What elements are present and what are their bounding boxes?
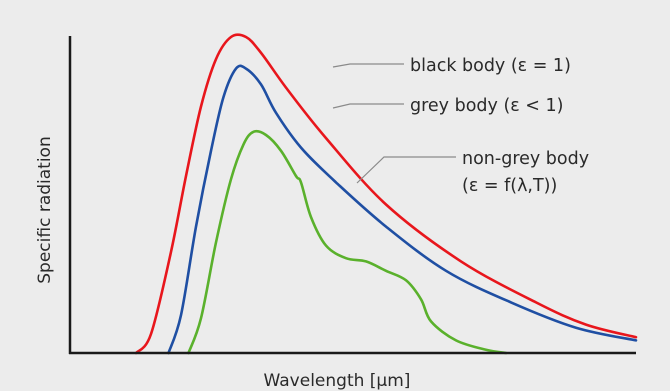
leader-line-nongrey bbox=[356, 156, 456, 184]
series-label-grey: grey body (ε < 1) bbox=[410, 96, 563, 116]
series-label-nongrey-line2: (ε = f(λ,T)) bbox=[462, 176, 557, 196]
series-line-grey bbox=[167, 64, 638, 355]
series-line-nongrey bbox=[187, 129, 508, 355]
series-labels: black body (ε = 1) grey body (ε < 1) non… bbox=[332, 56, 589, 196]
x-axis-label: Wavelength [μm] bbox=[264, 371, 411, 391]
series-label-black: black body (ε = 1) bbox=[410, 56, 571, 76]
y-axis-label: Specific radiation bbox=[35, 136, 55, 283]
leader-line-grey bbox=[332, 103, 404, 109]
series-layer bbox=[134, 33, 638, 355]
series-line-black bbox=[134, 33, 638, 355]
series-label-nongrey-line1: non-grey body bbox=[462, 149, 589, 169]
leader-line-black bbox=[332, 63, 404, 68]
